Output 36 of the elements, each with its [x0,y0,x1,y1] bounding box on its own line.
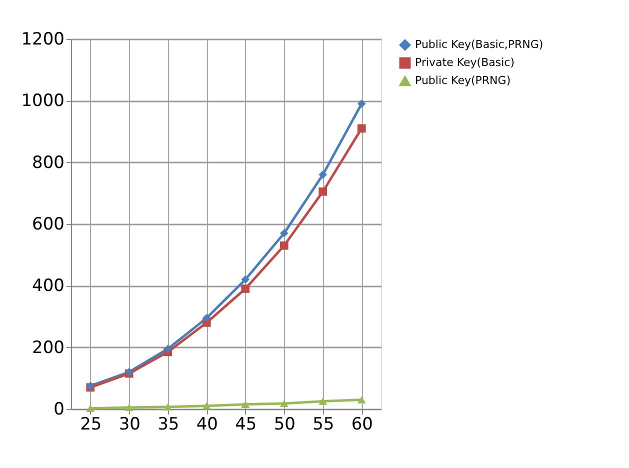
point [241,400,250,408]
point [318,398,328,405]
x-tick-label: 35 [158,414,180,434]
point [318,187,328,196]
y-tick-label: 1000 [21,91,64,112]
x-tick-label: 45 [235,414,257,434]
point [241,284,250,293]
point [318,170,328,179]
point [357,100,366,108]
x-tick-label: 50 [274,414,296,434]
x-tick-label: 25 [80,414,102,434]
point [241,275,250,284]
y-tick-label: 1200 [21,30,64,50]
x-tick-label: 60 [351,414,373,434]
y-tick-label: 400 [32,276,64,296]
point [280,229,288,238]
point [280,241,288,250]
point [86,404,95,412]
x-tick-label: 30 [118,414,140,434]
point [164,344,172,354]
point [202,402,211,410]
point [164,403,172,410]
legend-label: Public Key(PRNG) [415,74,511,87]
y-tick-label: 800 [32,152,64,173]
point [357,124,366,133]
point [124,404,134,412]
legend-label: Private Key(Basic) [415,56,514,69]
x-tick-label: 40 [196,414,218,434]
x-tick-label: 55 [312,414,334,434]
point [357,396,366,404]
point [280,400,288,408]
legend-label: Public Key(Basic,PRNG) [415,38,544,51]
y-tick-label: 0 [54,400,64,420]
point [202,314,211,322]
y-tick-label: 600 [32,214,64,234]
y-tick-label: 200 [32,338,64,358]
